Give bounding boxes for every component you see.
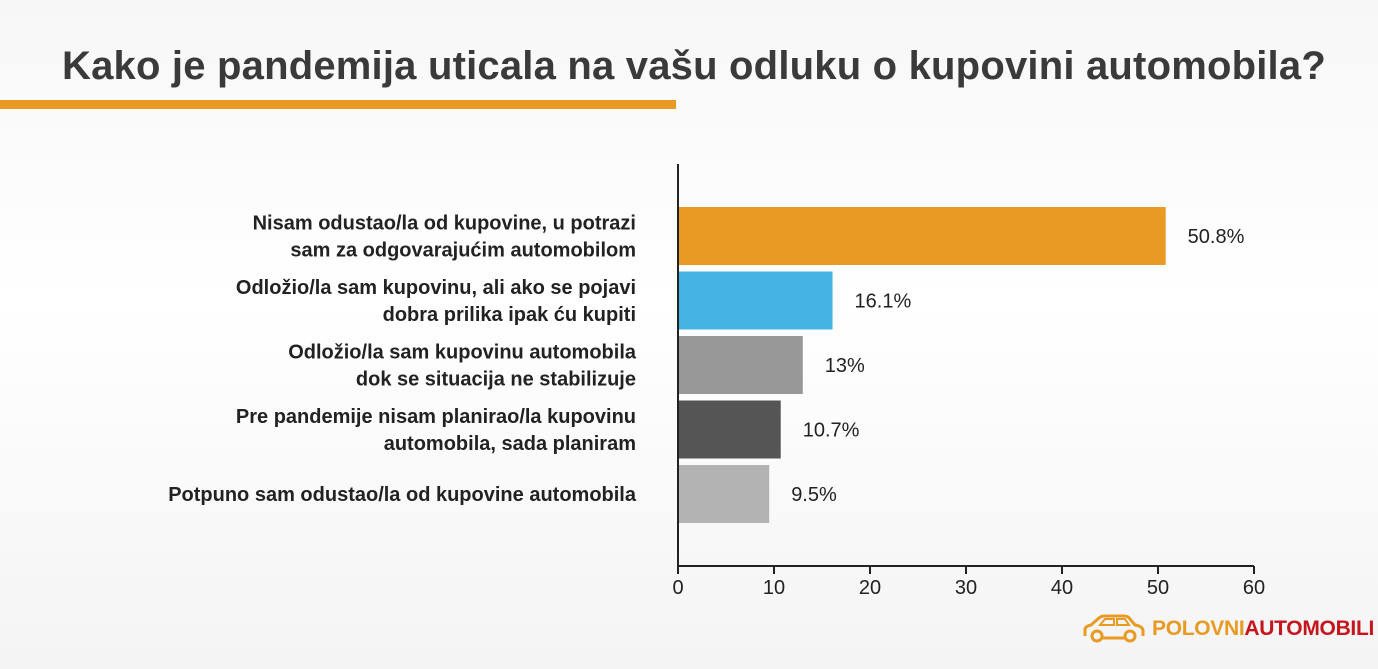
category-label: Potpuno sam odustao/la od kupovine autom… [168,484,637,506]
bar [678,336,803,394]
x-tick-label: 40 [1051,577,1073,599]
data-label: 10.7% [803,420,860,442]
data-label: 13% [825,355,865,377]
polovni-automobili-logo: POLOVNIAUTOMOBILI [1082,614,1374,644]
data-label: 50.8% [1188,226,1245,248]
category-label-line: dok se situacija ne stabilizuje [356,369,636,391]
chart-title: Kako je pandemija uticala na vašu odluku… [62,44,1326,88]
bar [678,465,770,523]
logo-text-part2: AUTOMOBILI [1244,617,1375,640]
x-tick-label: 0 [672,577,683,599]
data-label: 9.5% [791,484,837,506]
category-label-line: dobra prilika ipak ću kupiti [383,304,636,326]
category-label-line: Odložio/la sam kupovinu, ali ako se poja… [236,277,636,299]
category-label: Odložio/la sam kupovinu, ali ako se poja… [236,277,636,326]
x-tick-label: 60 [1243,577,1265,599]
category-label-line: Odložio/la sam kupovinu automobila [288,342,637,364]
category-label-line: Nisam odustao/la od kupovine, u potrazi [253,213,636,235]
category-label-line: Pre pandemije nisam planirao/la kupovinu [236,406,636,428]
x-tick-label: 10 [763,577,785,599]
x-tick-label: 30 [955,577,977,599]
bar [678,400,781,459]
bar [678,271,833,330]
x-tick-label: 50 [1147,577,1169,599]
bar [678,207,1166,265]
x-tick-label: 20 [859,577,881,599]
category-label-line: Potpuno sam odustao/la od kupovine autom… [168,484,637,506]
category-label-line: sam za odgovarajućim automobilom [290,240,636,262]
title-underline [0,100,676,109]
car-outline-icon [1083,614,1145,643]
logo-text-part1: POLOVNI [1152,617,1245,640]
data-label: 16.1% [855,291,912,313]
category-label: Odložio/la sam kupovinu automobila dok se… [288,342,637,391]
category-label: Nisam odustao/la od kupovine, u potrazi s… [253,213,636,262]
category-label: Pre pandemije nisam planirao/la kupovinu… [236,406,636,455]
category-label-line: automobila, sada planiram [384,433,636,455]
